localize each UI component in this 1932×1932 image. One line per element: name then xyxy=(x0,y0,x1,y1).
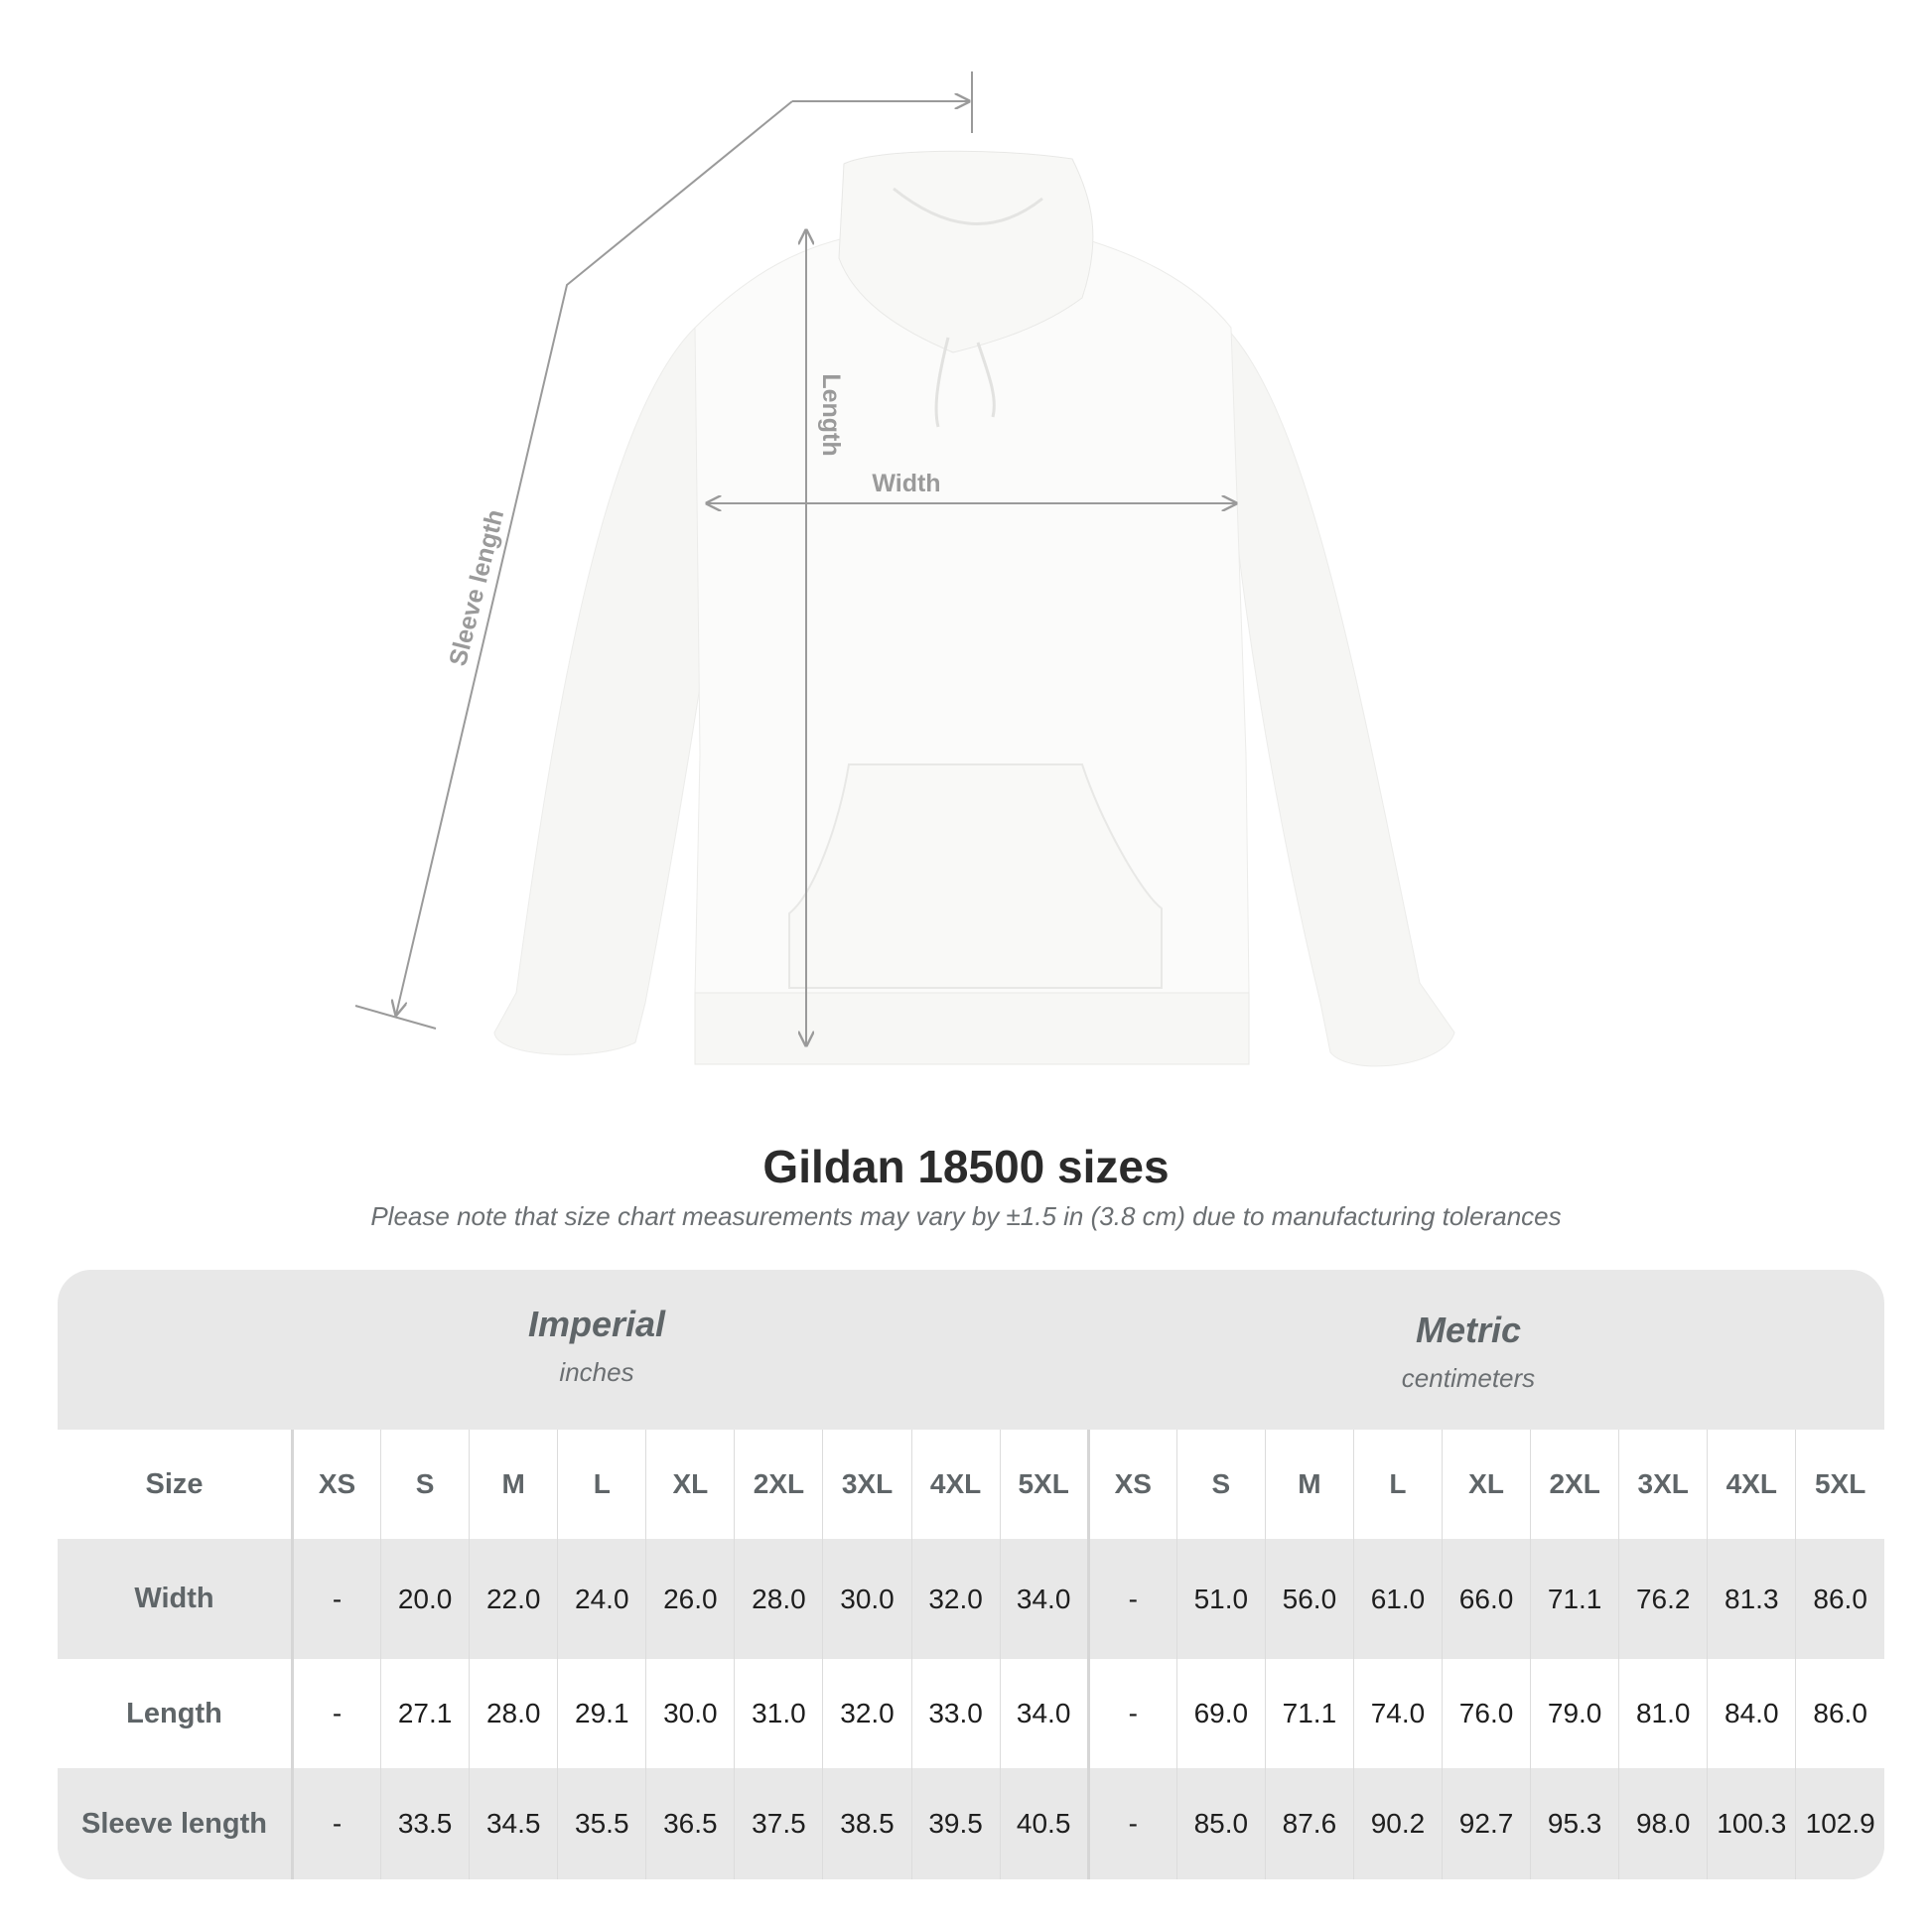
metric-size-m: M xyxy=(1264,1430,1354,1539)
metric-value: 102.9 xyxy=(1795,1768,1884,1879)
sleeve-length-label: Sleeve length xyxy=(444,506,509,668)
imperial-value: 27.1 xyxy=(380,1659,470,1768)
metric-value: 79.0 xyxy=(1530,1659,1619,1768)
metric-value: 71.1 xyxy=(1530,1539,1619,1659)
metric-value: 66.0 xyxy=(1442,1539,1531,1659)
metric-value: 92.7 xyxy=(1442,1768,1531,1879)
metric-value: 81.3 xyxy=(1707,1539,1796,1659)
metric-size-4xl: 4XL xyxy=(1707,1430,1796,1539)
length-measure: Length xyxy=(806,230,845,1045)
imperial-header: Imperial inches xyxy=(299,1304,895,1388)
imperial-title: Imperial xyxy=(527,1304,666,1344)
imperial-size-xl: XL xyxy=(645,1430,735,1539)
table-row: Sleeve length -33.5 34.5 35.5 36.5 37.5 38.5 39… xyxy=(58,1768,1884,1879)
metric-value: 87.6 xyxy=(1264,1768,1354,1879)
metric-value: 61.0 xyxy=(1352,1539,1443,1659)
metric-value: - xyxy=(1086,1659,1177,1768)
metric-value: - xyxy=(1086,1768,1177,1879)
imperial-value: 26.0 xyxy=(645,1539,735,1659)
imperial-value: 30.0 xyxy=(645,1659,735,1768)
imperial-size-m: M xyxy=(469,1430,558,1539)
imperial-value: 34.0 xyxy=(999,1539,1089,1659)
imperial-value: 30.0 xyxy=(822,1539,912,1659)
imperial-value: 32.0 xyxy=(822,1659,912,1768)
imperial-value: - xyxy=(290,1768,381,1879)
imperial-value: 28.0 xyxy=(469,1659,558,1768)
row-label: Sleeve length xyxy=(58,1768,293,1879)
metric-value: 81.0 xyxy=(1618,1659,1708,1768)
metric-value: 76.2 xyxy=(1618,1539,1708,1659)
imperial-value: 32.0 xyxy=(910,1539,1001,1659)
metric-value: - xyxy=(1086,1539,1177,1659)
imperial-value: 35.5 xyxy=(557,1768,646,1879)
metric-size-3xl: 3XL xyxy=(1618,1430,1708,1539)
imperial-unit: inches xyxy=(559,1357,634,1387)
imperial-value: 36.5 xyxy=(645,1768,735,1879)
table-row: Length -27.1 28.0 29.1 30.0 31.0 32.0 33.0 34.0-… xyxy=(58,1659,1884,1768)
imperial-size-l: L xyxy=(557,1430,646,1539)
metric-value: 100.3 xyxy=(1707,1768,1796,1879)
metric-size-l: L xyxy=(1352,1430,1443,1539)
hoodie-illustration xyxy=(493,150,1455,1067)
metric-value: 76.0 xyxy=(1442,1659,1531,1768)
row-label: Length xyxy=(58,1659,293,1768)
metric-size-s: S xyxy=(1175,1430,1266,1539)
metric-value: 86.0 xyxy=(1795,1659,1884,1768)
imperial-value: 22.0 xyxy=(469,1539,558,1659)
row-label: Width xyxy=(58,1539,293,1659)
size-label: Size xyxy=(58,1430,293,1539)
metric-value: 71.1 xyxy=(1264,1659,1354,1768)
imperial-value: 29.1 xyxy=(557,1659,646,1768)
imperial-value: 34.0 xyxy=(999,1659,1089,1768)
metric-header: Metric centimeters xyxy=(1171,1310,1766,1394)
imperial-value: - xyxy=(290,1539,381,1659)
metric-size-5xl: 5XL xyxy=(1795,1430,1884,1539)
tolerance-note: Please note that size chart measurements… xyxy=(370,1201,1562,1231)
metric-value: 74.0 xyxy=(1352,1659,1443,1768)
imperial-value: 33.0 xyxy=(910,1659,1001,1768)
metric-value: 90.2 xyxy=(1352,1768,1443,1879)
imperial-value: - xyxy=(290,1659,381,1768)
imperial-size-s: S xyxy=(380,1430,470,1539)
metric-value: 51.0 xyxy=(1175,1539,1266,1659)
width-label: Width xyxy=(872,470,940,497)
metric-unit: centimeters xyxy=(1401,1363,1536,1393)
size-header-row: Size XS S M L XL 2XL 3XL 4XL 5XL XS S M L XL 2XL 3XL 4XL 5… xyxy=(58,1430,1884,1539)
metric-size-xl: XL xyxy=(1442,1430,1531,1539)
metric-size-2xl: 2XL xyxy=(1530,1430,1619,1539)
metric-title: Metric xyxy=(1415,1310,1522,1350)
table-row: Width -20.0 22.0 24.0 26.0 28.0 30.0 32.0 34.0-5… xyxy=(58,1539,1884,1659)
metric-value: 56.0 xyxy=(1264,1539,1354,1659)
metric-value: 85.0 xyxy=(1175,1768,1266,1879)
imperial-value: 40.5 xyxy=(999,1768,1089,1879)
metric-value: 95.3 xyxy=(1530,1768,1619,1879)
imperial-value: 20.0 xyxy=(380,1539,470,1659)
size-grid: Size XS S M L XL 2XL 3XL 4XL 5XL XS S M L XL 2XL 3XL 4XL 5… xyxy=(58,1430,1884,1879)
metric-value: 86.0 xyxy=(1795,1539,1884,1659)
imperial-size-3xl: 3XL xyxy=(822,1430,912,1539)
imperial-value: 31.0 xyxy=(734,1659,823,1768)
imperial-size-5xl: 5XL xyxy=(999,1430,1089,1539)
imperial-value: 39.5 xyxy=(910,1768,1001,1879)
width-measure: Width xyxy=(707,470,1236,503)
imperial-value: 28.0 xyxy=(734,1539,823,1659)
imperial-value: 24.0 xyxy=(557,1539,646,1659)
imperial-value: 34.5 xyxy=(469,1768,558,1879)
metric-size-xs: XS xyxy=(1086,1430,1177,1539)
metric-value: 69.0 xyxy=(1175,1659,1266,1768)
imperial-value: 37.5 xyxy=(734,1768,823,1879)
imperial-size-xs: XS xyxy=(290,1430,381,1539)
size-chart-table: Imperial inches Metric centimeters Size X… xyxy=(58,1270,1884,1879)
imperial-value: 33.5 xyxy=(380,1768,470,1879)
imperial-size-4xl: 4XL xyxy=(910,1430,1001,1539)
length-label: Length xyxy=(817,373,845,456)
metric-value: 84.0 xyxy=(1707,1659,1796,1768)
imperial-value: 38.5 xyxy=(822,1768,912,1879)
imperial-size-2xl: 2XL xyxy=(734,1430,823,1539)
page-title: Gildan 18500 sizes xyxy=(762,1141,1170,1192)
metric-value: 98.0 xyxy=(1618,1768,1708,1879)
hoodie-diagram: Sleeve length Length Width xyxy=(354,71,1455,1067)
